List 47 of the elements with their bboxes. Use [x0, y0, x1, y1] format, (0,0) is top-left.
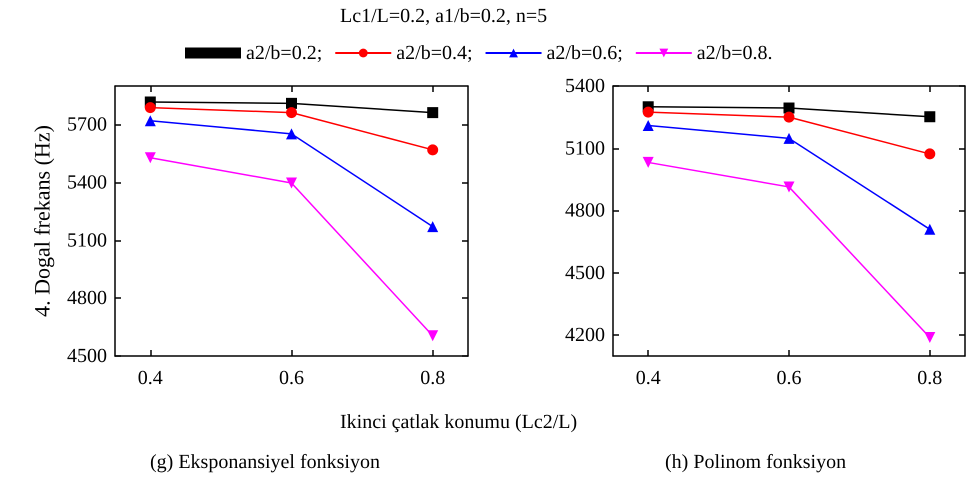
y-tick-label: 4800 [67, 287, 107, 310]
legend-label: a2/b=0.6; [546, 42, 623, 64]
point [784, 102, 794, 114]
point [427, 330, 438, 342]
y-tick-label: 4200 [565, 324, 605, 346]
point [784, 132, 794, 144]
point [427, 221, 438, 232]
point [642, 120, 654, 131]
y-tick-label: 5400 [67, 171, 107, 194]
point [642, 156, 654, 168]
point [924, 332, 936, 344]
point [144, 152, 156, 164]
point [286, 98, 297, 109]
y-tick-label: 5700 [67, 114, 107, 136]
y-tick-label: 5100 [67, 229, 107, 252]
y-tick-label: 5400 [565, 75, 605, 97]
x-tick-label: 0.8 [420, 367, 446, 389]
point [144, 115, 156, 126]
legend-label: a2/b=0.2; [246, 42, 322, 64]
y-tick-label: 4500 [67, 345, 107, 367]
point [924, 224, 936, 235]
text: (g) Eksponansiyel fonksiyon [150, 451, 380, 473]
text: Lc1/L=0.2, a1/b=0.2, n=5 [340, 5, 548, 27]
y-tick-label: 4800 [565, 200, 605, 222]
point [286, 128, 297, 140]
x-tick-label: 0.4 [636, 367, 661, 389]
y-axis-title: 4. Dogal frekans (Hz) [30, 125, 54, 317]
text: (h) Polinom fonksiyon [665, 451, 846, 473]
legend-label: a2/b=0.4; [396, 42, 473, 64]
point [427, 144, 438, 156]
y-tick-label: 4500 [565, 262, 605, 284]
x-axis-title: Ikinci çatlak konumu (Lc2/L) [340, 411, 578, 433]
point [784, 112, 794, 123]
x-tick-label: 0.6 [279, 367, 304, 389]
point [286, 178, 297, 189]
point [924, 111, 936, 122]
point [642, 106, 654, 118]
x-tick-label: 0.6 [776, 367, 802, 389]
point [286, 107, 297, 118]
x-tick-label: 0.4 [138, 367, 163, 389]
point [427, 107, 438, 118]
legend-label: a2/b=0.8. [696, 42, 773, 64]
point [144, 102, 156, 114]
point [784, 181, 794, 192]
x-tick-label: 0.8 [917, 367, 942, 389]
y-tick-label: 5100 [565, 137, 605, 160]
point [924, 148, 936, 160]
